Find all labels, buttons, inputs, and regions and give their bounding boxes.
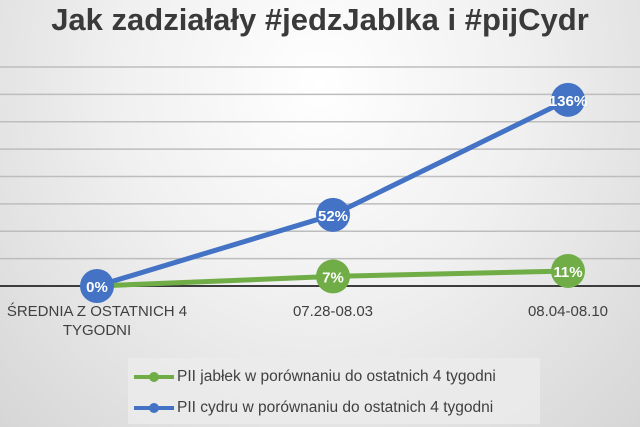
x-tick-label: 08.04-08.10 <box>527 303 609 320</box>
data-point-marker <box>80 269 114 303</box>
legend-item: PII jabłek w porównaniu do ostatnich 4 t… <box>134 367 496 387</box>
data-label: 52% <box>318 208 348 225</box>
data-label: 0% <box>86 279 108 296</box>
data-label: 7% <box>322 269 344 286</box>
data-label: 136% <box>549 93 587 110</box>
x-tick-label: 07.28-08.03 <box>292 303 374 320</box>
legend-label: PII cydru w porównaniu do ostatnich 4 ty… <box>177 399 494 416</box>
legend-line-marker-icon <box>134 372 174 382</box>
data-point-marker <box>316 197 350 232</box>
data-label: 11% <box>553 264 582 281</box>
legend-label: PII jabłek w porównaniu do ostatnich 4 t… <box>177 368 496 385</box>
data-point-marker <box>316 259 350 294</box>
legend-item: PII cydru w porównaniu do ostatnich 4 ty… <box>134 398 493 418</box>
legend-line-marker-icon <box>134 403 174 413</box>
data-point-marker <box>551 253 585 288</box>
legend: PII jabłek w porównaniu do ostatnich 4 t… <box>128 358 540 424</box>
data-point-marker <box>551 82 585 117</box>
chart-title: Jak zadziałały #jedzJablka i #pijCydr <box>51 2 589 37</box>
x-tick-label: ŚREDNIA Z OSTATNICH 4 TYGODNI <box>6 303 188 339</box>
